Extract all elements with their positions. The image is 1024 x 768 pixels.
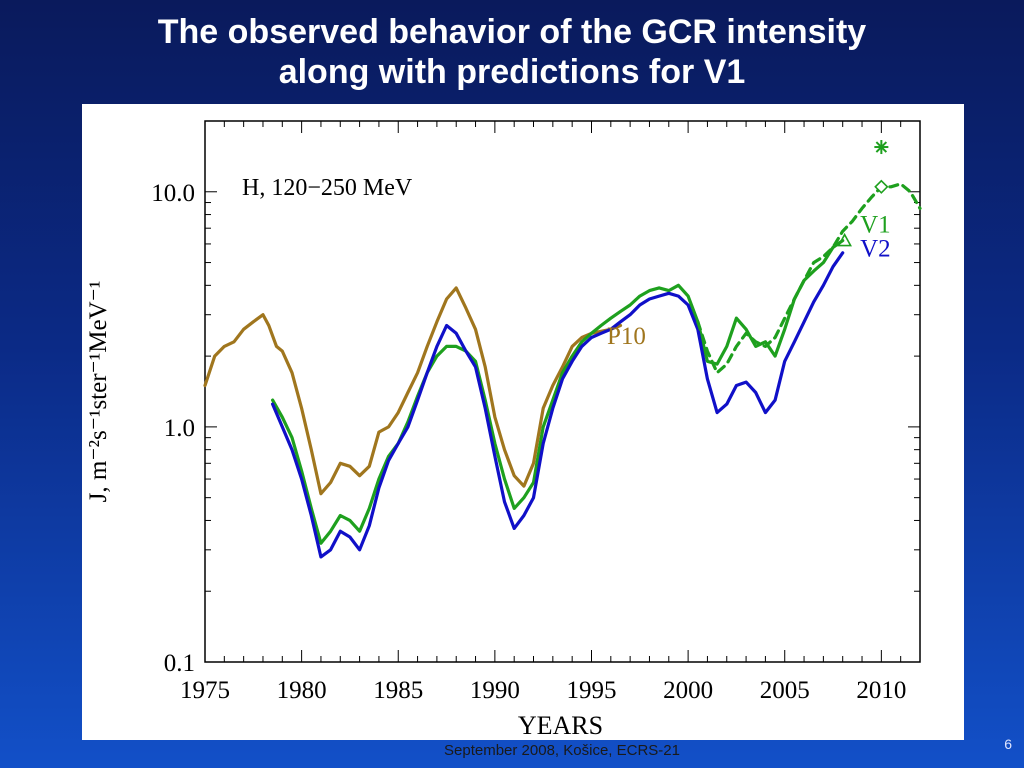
marker-layer	[837, 140, 889, 247]
gcr-intensity-chart: 1975 1980 1985 1990 1995 2000 2005 2010 0.1 1.0 10…	[85, 120, 922, 740]
slide-title: The observed behavior of the GCR intensi…	[0, 12, 1024, 92]
series-label-p10: P10	[607, 323, 646, 350]
asterisk-marker	[874, 140, 889, 155]
x-tick-label: 2005	[760, 677, 810, 704]
series-label-v2: V2	[860, 236, 891, 263]
slide-title-line1: The observed behavior of the GCR intensi…	[157, 13, 867, 51]
x-tick-label: 2010	[856, 677, 906, 704]
x-tick-label: 1975	[180, 677, 230, 704]
series-label-v1: V1	[860, 212, 891, 239]
series-line-v2	[271, 251, 845, 559]
triangle-marker	[837, 232, 852, 247]
x-tick-label: 1985	[373, 677, 423, 704]
series-layer	[203, 182, 922, 559]
x-tick-label: 1980	[277, 677, 327, 704]
y-axis-label: J, m⁻²s⁻¹ster⁻¹MeV⁻¹	[85, 281, 112, 503]
plot-panel: 1975 1980 1985 1990 1995 2000 2005 2010 0.1 1.0 10…	[82, 104, 964, 740]
y-tick-label: 0.1	[164, 650, 195, 677]
y-tick-label: 10.0	[151, 180, 195, 207]
series-line-v1	[271, 239, 845, 545]
footer-text: September 2008, Košice, ECRS-21	[444, 742, 680, 759]
energy-annotation: H, 120−250 MeV	[242, 175, 413, 201]
y-tick-label: 1.0	[164, 415, 195, 442]
axes-layer	[204, 120, 921, 663]
x-axis-label: YEARS	[518, 711, 603, 740]
plot-frame	[204, 120, 921, 663]
x-tick-label: 2000	[663, 677, 713, 704]
asterisk-stroke	[875, 141, 888, 153]
slide-title-line2: along with predictions for V1	[278, 53, 746, 91]
page-number: 6	[1004, 736, 1012, 752]
x-tick-label: 1990	[470, 677, 520, 704]
series-line-p10	[203, 286, 623, 496]
diamond-marker	[874, 179, 889, 194]
text-layer: 1975 1980 1985 1990 1995 2000 2005 2010 0.1 1.0 10…	[85, 175, 906, 740]
x-tick-label: 1995	[566, 677, 616, 704]
